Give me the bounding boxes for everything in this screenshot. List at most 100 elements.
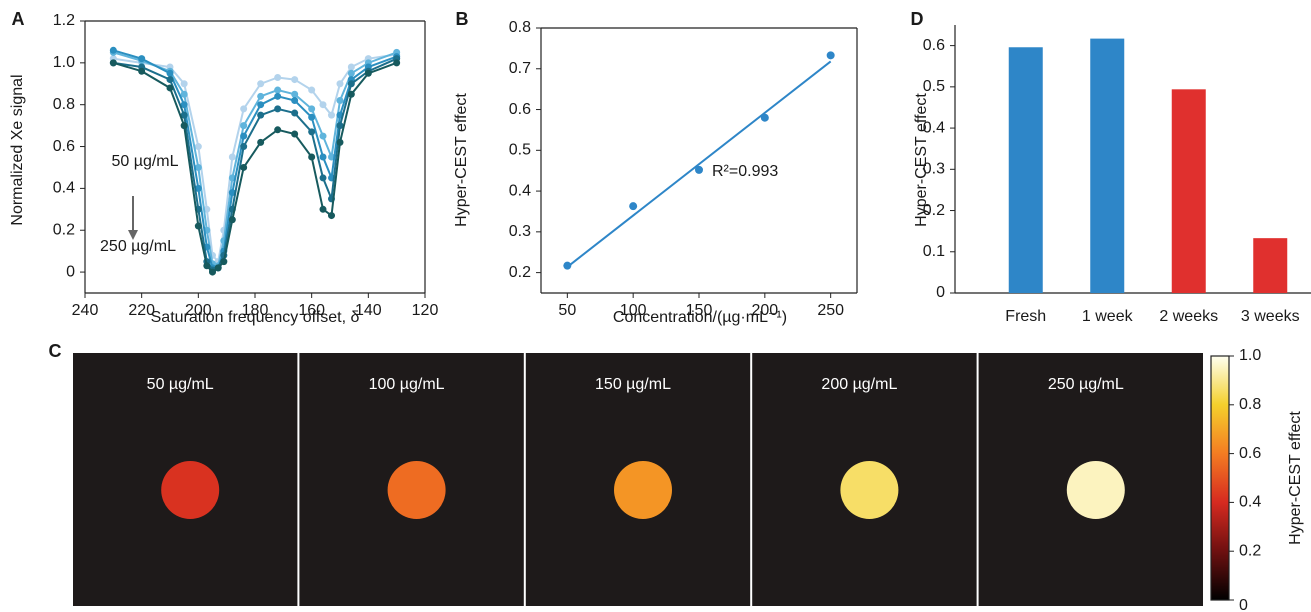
data-point xyxy=(308,105,315,112)
data-point xyxy=(291,76,298,83)
data-point xyxy=(328,212,335,219)
data-point xyxy=(320,133,327,140)
data-point xyxy=(209,269,216,276)
data-point xyxy=(337,139,344,146)
bar xyxy=(1090,39,1124,293)
x-tick-label: 3 weeks xyxy=(1241,308,1300,325)
annotation: R²=0.993 xyxy=(712,163,778,180)
colorbar-tick-label: 0.8 xyxy=(1239,396,1261,413)
data-point xyxy=(827,51,835,59)
phantom xyxy=(614,461,672,519)
data-point xyxy=(308,128,315,135)
data-point xyxy=(320,206,327,213)
colorbar-tick-label: 0.2 xyxy=(1239,542,1261,559)
page: A00.20.40.60.81.01.224022020018016014012… xyxy=(0,0,1311,612)
data-point xyxy=(393,59,400,66)
colorbar-tick-label: 0 xyxy=(1239,597,1248,612)
data-point xyxy=(291,91,298,98)
y-tick-label: 0.6 xyxy=(53,138,75,155)
data-point xyxy=(348,80,355,87)
x-tick-label: 2 weeks xyxy=(1159,308,1218,325)
x-tick-label: 240 xyxy=(72,302,99,319)
y-tick-label: 0.2 xyxy=(509,264,531,281)
data-point xyxy=(240,105,247,112)
data-point xyxy=(320,101,327,108)
panel-letter: D xyxy=(911,9,924,29)
y-tick-label: 1.0 xyxy=(53,54,75,71)
data-point xyxy=(215,264,222,271)
data-point xyxy=(167,84,174,91)
y-tick-label: 0.8 xyxy=(509,19,531,36)
x-axis-label: Saturation frequency offset, δ xyxy=(151,309,360,326)
data-point xyxy=(291,97,298,104)
data-point xyxy=(181,122,188,129)
data-point xyxy=(257,80,264,87)
panel-title: 200 µg/mL xyxy=(821,376,897,393)
data-point xyxy=(761,114,769,122)
y-tick-label: 0.6 xyxy=(923,37,945,54)
panel-letter: C xyxy=(49,341,62,361)
data-point xyxy=(328,112,335,119)
data-point xyxy=(274,87,281,94)
data-point xyxy=(257,93,264,100)
panel-title: 150 µg/mL xyxy=(595,376,671,393)
panel-letter: B xyxy=(456,9,469,29)
panel-title: 100 µg/mL xyxy=(369,376,445,393)
data-point xyxy=(257,101,264,108)
data-point xyxy=(308,114,315,121)
data-point xyxy=(337,97,344,104)
data-point xyxy=(240,133,247,140)
y-tick-label: 0.4 xyxy=(509,182,531,199)
y-tick-label: 0.7 xyxy=(509,60,531,77)
data-point xyxy=(308,154,315,161)
data-point xyxy=(195,223,202,230)
x-tick-label: 1 week xyxy=(1082,308,1134,325)
y-tick-label: 1.2 xyxy=(53,12,75,29)
y-tick-label: 0 xyxy=(66,263,75,280)
data-point xyxy=(220,258,227,265)
data-point xyxy=(257,139,264,146)
y-tick-label: 0.5 xyxy=(923,78,945,95)
data-point xyxy=(291,130,298,137)
y-tick-label: 0.3 xyxy=(509,223,531,240)
bar xyxy=(1009,47,1043,293)
phantom xyxy=(1067,461,1125,519)
x-tick-label: Fresh xyxy=(1005,308,1046,325)
y-tick-label: 0.1 xyxy=(923,243,945,260)
panel-letter: A xyxy=(12,9,25,29)
phantom xyxy=(161,461,219,519)
data-point xyxy=(138,68,145,75)
data-point xyxy=(320,174,327,181)
phantom xyxy=(840,461,898,519)
panel-title: 50 µg/mL xyxy=(147,376,214,393)
x-tick-label: 50 xyxy=(558,302,576,319)
data-point xyxy=(365,70,372,77)
colorbar-label: Hyper-CEST effect xyxy=(1287,411,1304,545)
data-point xyxy=(274,126,281,133)
bar xyxy=(1172,89,1206,293)
y-axis-label: Normalized Xe signal xyxy=(9,74,26,225)
data-point xyxy=(110,59,117,66)
data-point xyxy=(274,105,281,112)
data-point xyxy=(320,154,327,161)
bar xyxy=(1253,238,1287,293)
data-point xyxy=(138,55,145,62)
data-point xyxy=(274,93,281,100)
x-tick-label: 250 xyxy=(817,302,844,319)
data-point xyxy=(229,216,236,223)
data-point xyxy=(695,166,703,174)
y-axis-label: Hyper-CEST effect xyxy=(453,93,470,227)
figure: A00.20.40.60.81.01.224022020018016014012… xyxy=(0,0,1311,612)
data-point xyxy=(563,262,571,270)
data-point xyxy=(348,64,355,71)
colorbar xyxy=(1211,356,1229,600)
data-point xyxy=(629,202,637,210)
data-point xyxy=(308,87,315,94)
data-point xyxy=(229,154,236,161)
data-point xyxy=(167,76,174,83)
data-point xyxy=(337,80,344,87)
data-point xyxy=(291,110,298,117)
data-point xyxy=(240,122,247,129)
data-point xyxy=(348,70,355,77)
data-point xyxy=(181,80,188,87)
